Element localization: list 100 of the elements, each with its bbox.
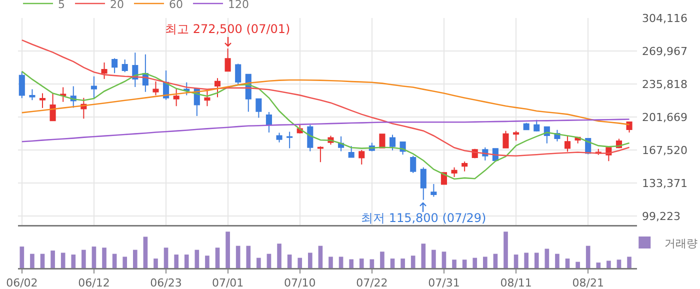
bar [256,258,261,268]
candlestick [389,134,396,151]
candlestick [286,131,293,149]
line-series [21,79,630,126]
bar [246,246,251,268]
annotation: 최저 115,800 (07/29) [361,211,486,225]
x-tick-label: 07/31 [428,276,460,289]
x-tick-label: 08/11 [500,276,532,289]
bar [504,232,508,268]
bar [60,252,66,268]
legend-label: 60 [169,0,183,11]
x-tick-label: 08/21 [572,276,604,289]
y-tick-label: 167,520 [642,144,688,157]
bar [596,262,601,268]
x-tick-label: 07/22 [356,276,388,289]
bar [606,260,611,268]
bar [82,250,86,268]
bar [576,262,580,268]
bar [266,254,272,268]
candlestick [60,86,66,102]
bar [359,258,364,268]
candlestick [266,111,272,133]
bar [328,256,333,268]
bar [586,246,590,268]
candlestick [90,76,97,100]
candlestick [276,132,282,143]
bar [154,258,158,268]
bar [277,244,282,268]
candlestick [214,78,221,98]
bar [390,258,395,268]
bar [215,248,220,268]
bar [164,248,168,268]
y-tick-label: 201,669 [642,110,688,124]
bar [370,259,374,268]
bar [338,256,344,268]
candlestick [18,70,25,99]
legend-label: 20 [110,0,124,11]
bar [410,256,416,268]
bar [432,250,436,268]
y-tick-label: 304,116 [642,12,688,25]
candlestick [626,121,632,133]
bar [112,254,117,268]
legend-label: 120 [228,0,249,11]
x-tick-label: 06/23 [150,276,182,289]
annotation: 최고 272,500 (07/01) [165,22,290,36]
bar [442,252,446,268]
candlestick [256,98,262,118]
y-tick-label: 235,818 [642,78,688,91]
candlestick [462,160,468,172]
x-tick-label: 07/01 [212,276,244,289]
bar [102,248,106,268]
candlestick [39,92,46,109]
bar [400,258,405,268]
bar [452,260,456,268]
candlestick [534,119,540,132]
candlestick [112,58,118,74]
candlestick [338,136,344,152]
bar [616,260,622,268]
bar [92,246,96,268]
y-tick-label: 133,371 [642,176,688,190]
bar [565,258,570,268]
candlestick [564,135,571,152]
x-tick-label: 06/12 [78,276,110,289]
candlestick [29,88,36,101]
candlestick [152,80,159,96]
bar [205,256,210,268]
candlestick [410,155,416,174]
line-series [21,118,630,142]
bar [20,246,24,268]
candlestick [523,122,530,131]
candlestick [420,166,426,200]
bar [555,254,560,268]
bar [122,256,128,268]
candlestick [358,149,365,165]
line-series [21,70,630,180]
candlestick [224,48,231,72]
candlestick [451,166,458,178]
bar [174,254,178,268]
bar [71,254,76,268]
bar [308,252,312,268]
bar [298,258,302,268]
candlestick [50,92,56,122]
bar [236,246,240,268]
bar [226,232,230,268]
candlestick [348,145,354,158]
candlestick [204,89,210,107]
bar [194,250,200,268]
legend-label: 거래량 [664,236,698,250]
bar [524,252,528,268]
y-tick-label: 269,967 [642,44,688,58]
x-tick-label: 07/10 [284,276,316,289]
bar [132,250,138,268]
bar [472,258,478,268]
x-tick-label: 06/02 [6,276,38,289]
candlestick [235,63,242,86]
candlestick [122,59,128,73]
y-tick-label: 99,223 [642,210,680,223]
line-series [21,39,630,156]
bar [143,236,148,268]
bar [462,260,467,268]
